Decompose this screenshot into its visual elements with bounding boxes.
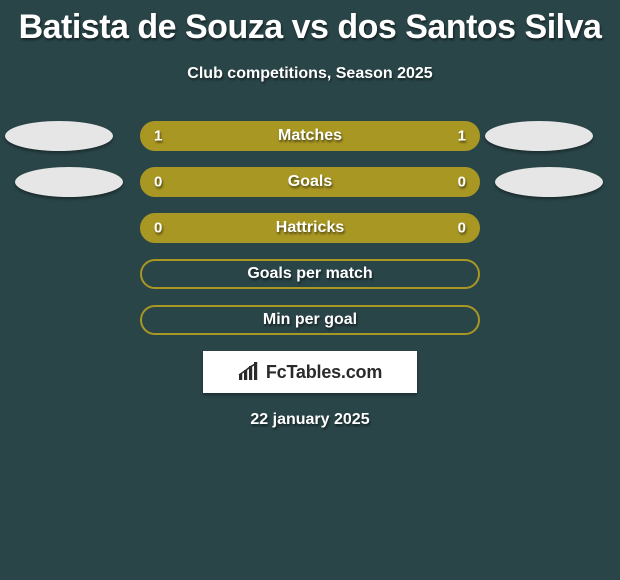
player-ellipse-right — [485, 121, 593, 151]
stat-value-left: 0 — [154, 220, 162, 237]
stat-label: Goals per match — [247, 265, 372, 283]
stat-value-right: 1 — [458, 128, 466, 145]
stat-label: Matches — [278, 127, 342, 145]
stat-bar: Min per goal — [140, 305, 480, 335]
player-ellipse-left — [15, 167, 123, 197]
stat-row: 0 Goals 0 — [0, 167, 620, 197]
stat-bar: 0 Hattricks 0 — [140, 213, 480, 243]
stat-label: Min per goal — [263, 311, 357, 329]
stat-label: Hattricks — [276, 219, 344, 237]
date-label: 22 january 2025 — [0, 411, 620, 429]
stat-bar: Goals per match — [140, 259, 480, 289]
stat-row: 1 Matches 1 — [0, 121, 620, 151]
stat-row: 0 Hattricks 0 — [0, 213, 620, 243]
player-ellipse-left — [5, 121, 113, 151]
stat-value-right: 0 — [458, 174, 466, 191]
source-logo-text: FcTables.com — [266, 362, 382, 383]
stat-label: Goals — [288, 173, 332, 191]
subtitle: Club competitions, Season 2025 — [0, 65, 620, 83]
stat-value-right: 0 — [458, 220, 466, 237]
page-title: Batista de Souza vs dos Santos Silva — [0, 0, 620, 47]
stat-bar: 0 Goals 0 — [140, 167, 480, 197]
stat-row: Goals per match — [0, 259, 620, 289]
stat-row: Min per goal — [0, 305, 620, 335]
stat-value-left: 1 — [154, 128, 162, 145]
player-ellipse-right — [495, 167, 603, 197]
chart-icon — [238, 362, 260, 382]
stat-bar: 1 Matches 1 — [140, 121, 480, 151]
stat-value-left: 0 — [154, 174, 162, 191]
stats-container: 1 Matches 1 0 Goals 0 0 Hattricks 0 Goal… — [0, 121, 620, 335]
source-logo: FcTables.com — [203, 351, 417, 393]
